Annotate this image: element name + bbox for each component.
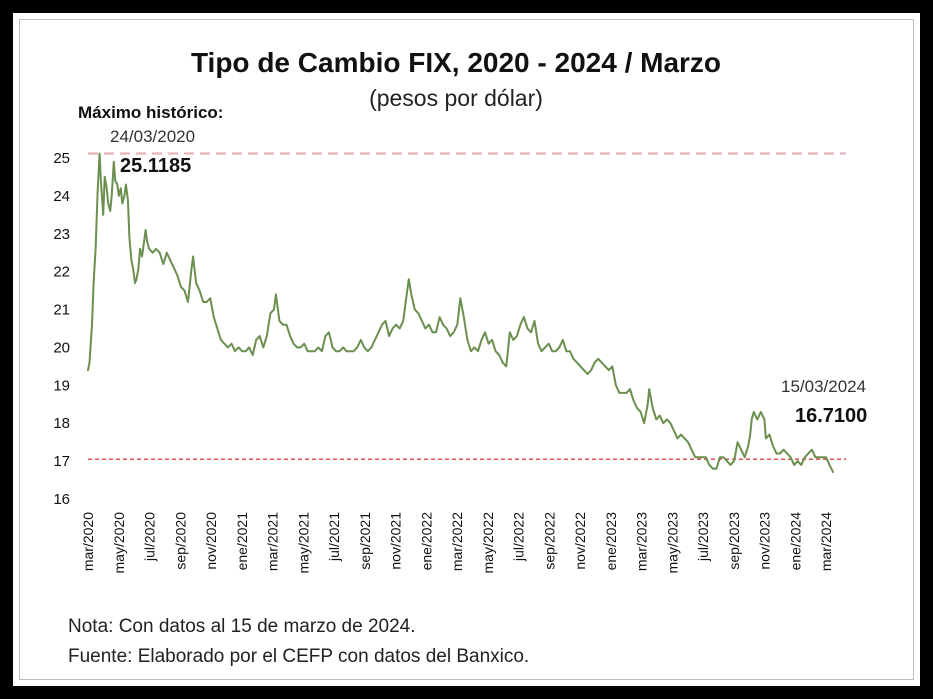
x-tick-label: sep/2022 xyxy=(541,512,557,570)
note-text: Nota: Con datos al 15 de marzo de 2024. xyxy=(68,616,416,637)
y-tick-label: 19 xyxy=(53,377,70,394)
x-tick-label: sep/2021 xyxy=(357,512,373,570)
x-tick-label: sep/2020 xyxy=(172,512,188,570)
x-tick-label: mar/2022 xyxy=(449,512,465,571)
y-tick-label: 16 xyxy=(53,491,70,508)
y-tick-label: 21 xyxy=(53,302,70,319)
x-tick-label: nov/2022 xyxy=(572,512,588,570)
x-tick-label: mar/2021 xyxy=(265,512,281,571)
y-tick-label: 25 xyxy=(53,150,70,167)
series-group xyxy=(87,152,835,474)
chart-title: Tipo de Cambio FIX, 2020 - 2024 / Marzo xyxy=(191,47,721,78)
y-tick-label: 18 xyxy=(53,415,70,432)
y-tick-label: 17 xyxy=(53,453,70,470)
y-tick-label: 24 xyxy=(53,188,70,205)
x-axis-ticks: mar/2020 may/2020 jul/2020 sep/2020 nov/2020… xyxy=(80,512,834,574)
y-tick-label: 23 xyxy=(53,226,70,243)
x-tick-label: may/2020 xyxy=(111,512,127,574)
x-tick-label: jul/2021 xyxy=(326,512,342,562)
x-tick-label: nov/2020 xyxy=(203,512,219,570)
x-tick-label: mar/2020 xyxy=(80,512,96,571)
x-tick-label: nov/2021 xyxy=(388,512,404,570)
x-tick-label: mar/2023 xyxy=(634,512,650,571)
x-tick-label: ene/2022 xyxy=(418,512,434,571)
x-tick-label: sep/2023 xyxy=(726,512,742,570)
reference-lines xyxy=(88,152,846,460)
inner-frame xyxy=(10,10,923,689)
x-tick-label: jul/2022 xyxy=(511,512,527,562)
x-tick-label: jul/2020 xyxy=(142,512,158,562)
x-tick-label: nov/2023 xyxy=(757,512,773,570)
x-tick-label: ene/2024 xyxy=(787,512,803,571)
x-tick-label: may/2022 xyxy=(480,512,496,574)
chart-panel xyxy=(19,19,914,680)
x-tick-label: may/2023 xyxy=(664,512,680,574)
max-annotation-value: 25.1185 xyxy=(120,155,191,177)
x-tick-label: ene/2023 xyxy=(603,512,619,571)
max-annotation-date: 24/03/2020 xyxy=(110,127,195,146)
y-tick-label: 20 xyxy=(53,339,70,356)
x-tick-label: mar/2024 xyxy=(818,512,834,571)
source-text: Fuente: Elaborado por el CEFP con datos … xyxy=(68,646,529,667)
x-tick-label: ene/2021 xyxy=(234,512,250,571)
y-tick-label: 22 xyxy=(53,264,70,281)
last-annotation-date: 15/03/2024 xyxy=(781,377,866,396)
last-annotation-value: 16.7100 xyxy=(795,405,867,427)
x-tick-label: jul/2023 xyxy=(695,512,711,562)
max-annotation-heading: Máximo histórico: xyxy=(78,103,223,122)
chart-subtitle: (pesos por dólar) xyxy=(369,85,543,111)
y-axis-ticks: 16 17 18 19 20 21 22 23 24 25 xyxy=(53,150,70,508)
series-line-exchange-rate xyxy=(87,152,835,474)
x-tick-label: may/2021 xyxy=(295,512,311,574)
